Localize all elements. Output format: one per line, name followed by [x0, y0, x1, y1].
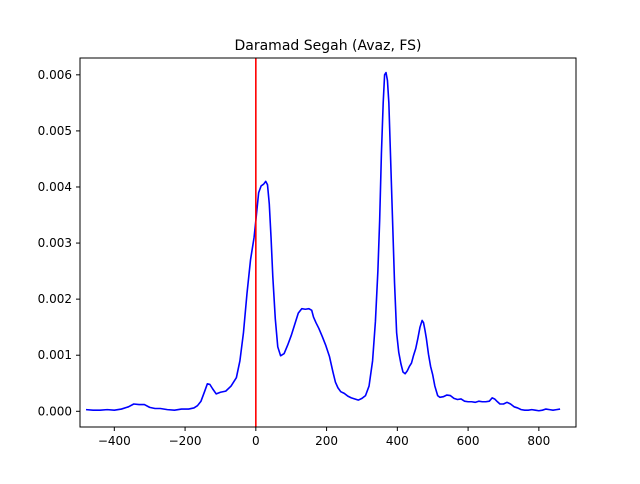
plot-frame — [79, 57, 577, 428]
x-tick-label: 200 — [315, 434, 338, 448]
x-tick-label: 0 — [252, 434, 260, 448]
series-line-0 — [85, 71, 561, 412]
y-tick-label: 0.000 — [38, 404, 72, 418]
x-tick-label: 600 — [457, 434, 480, 448]
y-tick-label: 0.006 — [38, 68, 72, 82]
y-tick-label: 0.005 — [38, 124, 72, 138]
y-tick-label: 0.004 — [38, 180, 72, 194]
chart-title: Daramad Segah (Avaz, FS) — [234, 38, 421, 54]
x-tick-label: −400 — [98, 434, 131, 448]
y-tick-label: 0.001 — [38, 348, 72, 362]
x-tick-label: 800 — [527, 434, 550, 448]
y-tick-label: 0.003 — [38, 236, 72, 250]
plot-area: −400 −200 0 200 400 600 800 0.000 0.001 0.002 0.00… — [38, 57, 577, 448]
x-tick-label: −200 — [169, 434, 202, 448]
y-tick-label: 0.002 — [38, 292, 72, 306]
x-tick-label: 400 — [386, 434, 409, 448]
